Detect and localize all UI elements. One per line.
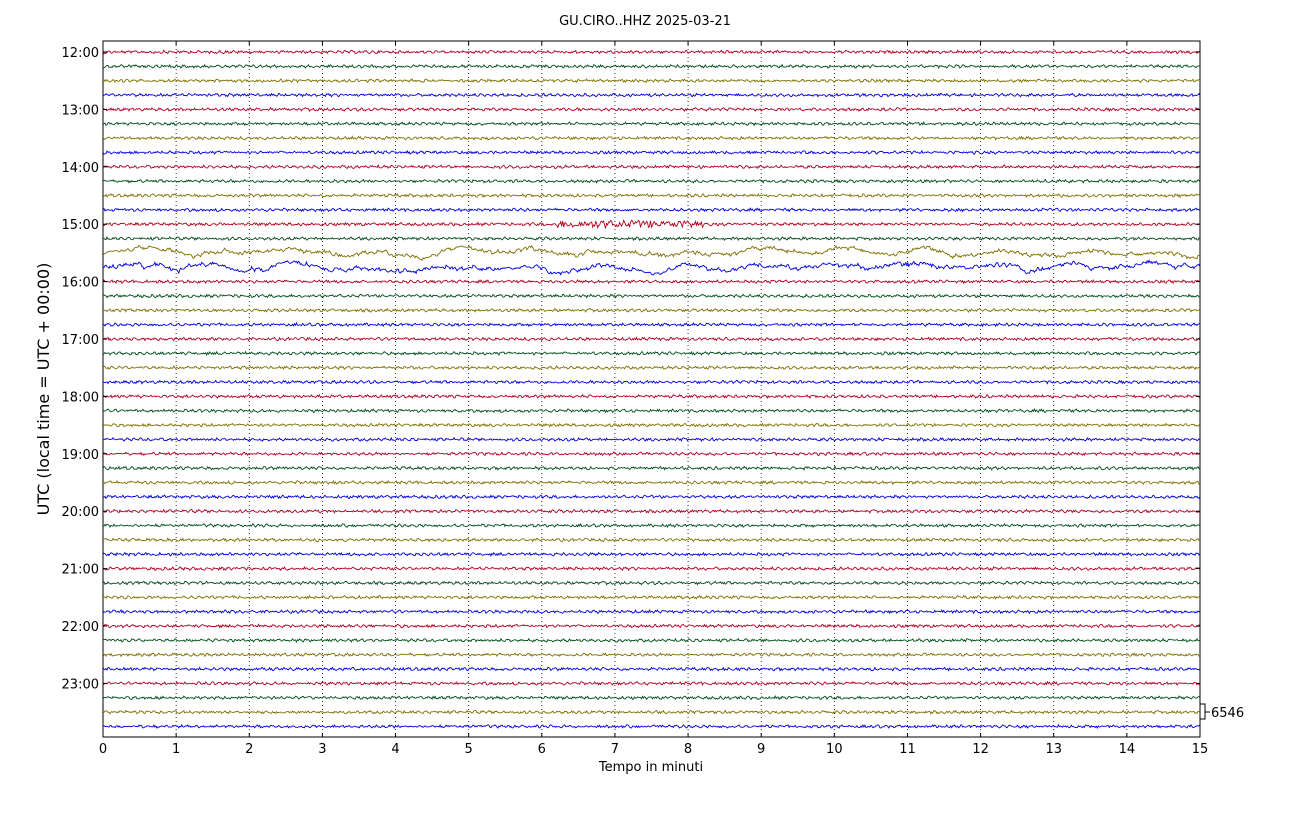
y-axis-label: UTC (local time = UTC + 00:00) — [34, 263, 53, 516]
trace-line — [102, 244, 1201, 262]
x-tick-label: 12 — [972, 742, 989, 757]
x-tick-label: 11 — [899, 742, 916, 757]
trace-line — [102, 192, 1201, 199]
x-tick-label: 14 — [1119, 742, 1136, 757]
y-tick-label: 18:00 — [62, 390, 99, 405]
x-tick-label: 1 — [172, 742, 180, 757]
trace-line — [102, 307, 1201, 313]
y-axis-ticks: 12:00 13:00 14:00 15:00 16:00 17:00 18:00 19:00… — [62, 46, 1200, 692]
trace-line — [102, 508, 1201, 514]
trace-line — [102, 379, 1201, 385]
x-axis-ticks: 0 1 2 3 4 5 6 7 8 9 10 11 12 13 14 15 — [99, 41, 1208, 757]
y-tick-label: 12:00 — [62, 46, 99, 61]
trace-line — [102, 723, 1201, 729]
trace-line — [102, 407, 1201, 414]
plot-frame — [102, 40, 1201, 738]
x-tick-label: 6 — [538, 742, 546, 757]
trace-line — [102, 149, 1201, 155]
trace-line — [102, 135, 1201, 141]
trace-line — [102, 580, 1201, 586]
trace-line — [102, 92, 1201, 98]
trace-line — [102, 106, 1201, 113]
x-tick-label: 4 — [391, 742, 399, 757]
y-tick-label: 15:00 — [62, 218, 99, 233]
trace-line — [102, 219, 1201, 230]
trace-line — [102, 694, 1201, 701]
trace-line — [102, 594, 1201, 600]
y-tick-label: 21:00 — [62, 563, 99, 578]
scale-bar-label: 6546 — [1211, 706, 1244, 721]
trace-line — [102, 164, 1201, 170]
x-tick-label: 15 — [1192, 742, 1209, 757]
trace-line — [102, 479, 1201, 486]
x-tick-label: 5 — [465, 742, 473, 757]
trace-line — [102, 666, 1201, 672]
y-tick-label: 16:00 — [62, 276, 99, 291]
trace-line — [102, 78, 1201, 84]
seismic-traces — [102, 49, 1201, 729]
trace-line — [102, 321, 1201, 328]
y-tick-label: 22:00 — [62, 620, 99, 635]
y-tick-label: 19:00 — [62, 448, 99, 463]
trace-line — [102, 623, 1201, 629]
y-tick-label: 13:00 — [62, 103, 99, 118]
trace-line — [102, 49, 1201, 55]
trace-line — [102, 278, 1201, 285]
y-tick-label: 17:00 — [62, 333, 99, 348]
trace-line — [102, 680, 1201, 687]
trace-line — [102, 336, 1201, 342]
trace-line — [102, 537, 1201, 543]
trace-line — [102, 652, 1201, 658]
x-tick-label: 8 — [684, 742, 692, 757]
trace-line — [102, 566, 1201, 572]
trace-line — [102, 709, 1201, 715]
trace-line — [102, 551, 1201, 558]
trace-line — [102, 637, 1201, 643]
x-tick-label: 7 — [611, 742, 619, 757]
trace-line — [102, 422, 1201, 428]
x-tick-label: 2 — [245, 742, 253, 757]
trace-line — [102, 63, 1201, 70]
trace-line — [102, 608, 1201, 615]
x-tick-label: 9 — [757, 742, 765, 757]
y-tick-label: 20:00 — [62, 505, 99, 520]
trace-line — [103, 121, 1201, 127]
trace-line — [102, 178, 1201, 184]
x-axis-label: Tempo in minuti — [598, 760, 703, 775]
trace-line — [103, 259, 1201, 276]
x-tick-label: 3 — [318, 742, 326, 757]
x-tick-label: 0 — [99, 742, 107, 757]
minute-grid — [175, 41, 1128, 737]
chart-title: GU.CIRO..HHZ 2025-03-21 — [559, 14, 731, 29]
y-tick-label: 14:00 — [62, 161, 99, 176]
trace-line — [102, 436, 1201, 443]
trace-line — [102, 293, 1201, 299]
trace-line — [102, 451, 1201, 457]
trace-line — [102, 350, 1201, 357]
trace-line — [102, 393, 1201, 400]
amplitude-scale-bar: 6546 — [1200, 703, 1244, 721]
trace-line — [102, 494, 1201, 500]
y-tick-label: 23:00 — [62, 677, 99, 692]
trace-line — [102, 522, 1201, 529]
trace-line — [102, 465, 1201, 471]
trace-line — [102, 235, 1201, 242]
trace-line — [102, 207, 1201, 213]
x-tick-label: 10 — [826, 742, 843, 757]
x-tick-label: 13 — [1045, 742, 1062, 757]
trace-line — [102, 365, 1201, 371]
